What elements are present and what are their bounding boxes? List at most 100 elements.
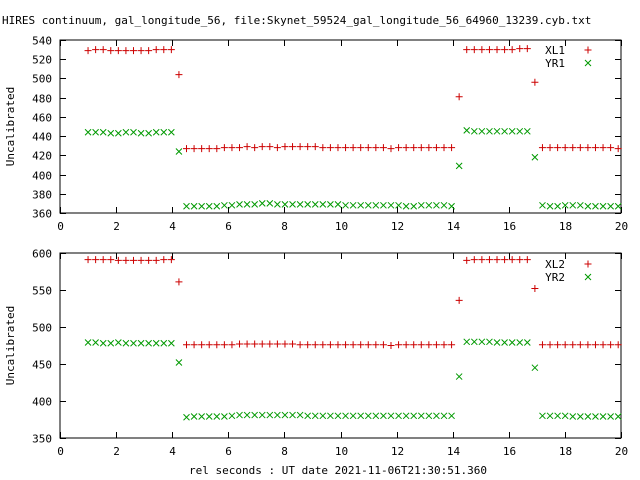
data-point-XL2	[372, 341, 380, 349]
data-point-YR2	[561, 412, 569, 420]
data-point-XL2	[190, 341, 198, 349]
data-point-XL1	[538, 144, 546, 152]
data-point-YR1	[501, 127, 508, 135]
data-point-YR1	[380, 201, 387, 209]
data-point-YR2	[145, 339, 152, 347]
data-point-YR2	[198, 413, 206, 420]
data-point-YR2	[266, 411, 274, 419]
data-point-YR2	[569, 413, 577, 420]
data-point-XL2	[107, 256, 115, 264]
data-point-YR1	[251, 200, 259, 208]
data-point-YR2	[296, 411, 304, 419]
data-point-YR2	[364, 412, 372, 420]
x-tick-label: 18	[559, 220, 572, 233]
legend-marker	[584, 59, 592, 67]
data-point-YR2	[107, 339, 115, 347]
data-point-XL1	[410, 144, 418, 152]
data-point-XL2	[448, 341, 456, 349]
data-point-YR1	[114, 129, 122, 137]
data-point-XL2	[228, 341, 236, 349]
x-tick-label: 16	[503, 445, 516, 458]
data-point-YR1	[152, 128, 160, 136]
data-point-XL1	[448, 144, 456, 152]
data-point-YR1	[417, 201, 425, 209]
data-point-YR2	[493, 339, 501, 346]
data-point-XL2	[198, 341, 206, 349]
data-point-XL2	[531, 285, 539, 293]
data-point-YR1	[349, 201, 357, 209]
data-point-XL1	[546, 144, 554, 152]
data-point-YR1	[614, 202, 622, 210]
data-point-XL1	[607, 144, 615, 152]
data-point-XL1	[584, 144, 592, 152]
data-point-XL2	[455, 296, 463, 304]
data-point-YR1	[395, 201, 402, 209]
data-point-YR2	[554, 412, 561, 420]
data-point-YR1	[319, 200, 327, 208]
data-point-XL1	[463, 46, 471, 54]
data-point-XL1	[364, 144, 372, 152]
y-tick-label: 350	[32, 433, 52, 446]
data-point-XL2	[410, 341, 418, 349]
data-point-XL1	[493, 46, 501, 54]
data-point-YR2	[190, 413, 198, 420]
y-tick-label: 450	[32, 359, 52, 372]
data-point-XL1	[205, 145, 213, 153]
data-point-YR2	[122, 339, 130, 347]
x-tick-label: 10	[335, 445, 348, 458]
data-point-XL2	[440, 341, 448, 349]
data-point-YR2	[319, 412, 327, 420]
data-point-XL2	[311, 341, 319, 349]
data-point-YR1	[357, 201, 365, 209]
data-point-XL1	[554, 144, 562, 152]
data-point-YR2	[417, 412, 425, 420]
data-point-XL2	[417, 341, 425, 349]
data-point-YR2	[281, 411, 289, 419]
data-point-XL2	[236, 340, 244, 348]
data-point-XL1	[319, 144, 327, 152]
data-point-YR2	[395, 412, 402, 420]
data-point-YR2	[236, 411, 243, 419]
data-point-XL1	[266, 143, 274, 151]
data-point-YR2	[334, 412, 342, 420]
data-point-YR2	[221, 413, 228, 420]
data-point-YR2	[470, 338, 478, 346]
data-point-XL2	[152, 256, 160, 264]
data-point-YR2	[357, 412, 365, 420]
data-point-YR1	[213, 202, 221, 210]
data-point-XL1	[92, 46, 100, 54]
data-point-YR2	[546, 412, 554, 420]
data-point-YR1	[516, 127, 524, 135]
data-point-XL2	[137, 256, 145, 264]
data-point-XL2	[395, 341, 403, 349]
data-point-YR2	[228, 412, 236, 420]
data-point-XL2	[538, 341, 546, 349]
x-tick-label: 2	[113, 445, 120, 458]
data-point-YR2	[433, 412, 440, 420]
data-point-YR2	[372, 412, 380, 420]
data-point-YR1	[539, 201, 546, 209]
data-point-XL2	[319, 341, 327, 349]
data-point-XL2	[334, 341, 342, 349]
data-point-YR1	[463, 126, 471, 134]
data-point-XL2	[296, 341, 304, 349]
data-point-YR2	[213, 413, 221, 420]
data-point-XL2	[523, 256, 531, 264]
data-point-YR2	[304, 412, 312, 420]
data-point-XL1	[289, 143, 297, 151]
data-point-XL1	[152, 46, 160, 54]
data-point-XL1	[440, 144, 448, 152]
data-point-XL1	[228, 144, 236, 152]
data-point-XL2	[478, 256, 486, 264]
data-point-XL1	[417, 144, 425, 152]
data-point-XL1	[145, 47, 153, 55]
data-point-YR2	[584, 413, 592, 420]
data-point-XL2	[501, 256, 509, 264]
data-point-YR2	[152, 339, 160, 347]
data-point-XL1	[114, 47, 122, 55]
data-point-YR2	[342, 412, 349, 420]
legend-label: YR1	[545, 57, 565, 70]
data-point-YR2	[289, 411, 296, 419]
y-tick-label: 380	[32, 189, 52, 202]
data-point-YR1	[160, 128, 168, 136]
